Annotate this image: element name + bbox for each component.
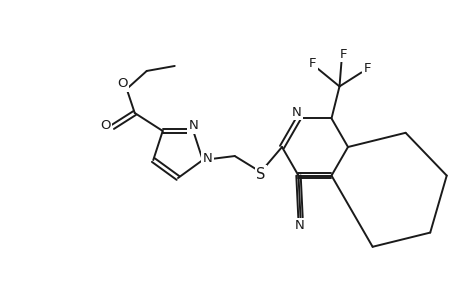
Text: N: N	[294, 219, 304, 232]
Text: F: F	[339, 48, 347, 61]
Text: N: N	[291, 106, 301, 119]
Text: N: N	[202, 152, 212, 164]
Text: O: O	[100, 119, 111, 133]
Text: F: F	[308, 57, 316, 70]
Text: N: N	[188, 119, 198, 133]
Text: O: O	[117, 77, 128, 91]
Text: S: S	[256, 167, 265, 182]
Text: F: F	[363, 62, 370, 75]
